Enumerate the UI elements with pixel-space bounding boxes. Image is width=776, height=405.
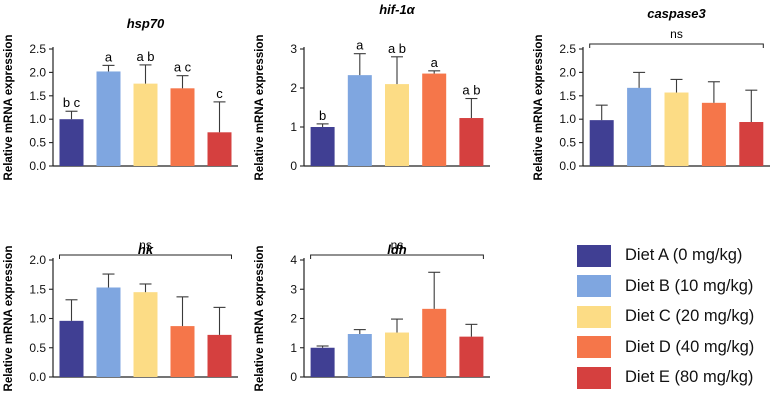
legend-swatch-diet-d: [577, 336, 611, 359]
panel-2-sig-label-3: a b: [388, 41, 406, 56]
panel-1-ytick-label: 0.0: [29, 159, 46, 173]
panel-1-bar-1: [59, 119, 84, 166]
panel-5-title: ldh: [387, 242, 407, 257]
panel-2-sig-label-5: a b: [462, 83, 480, 98]
panel-4-bar-1: [59, 320, 84, 377]
legend-label-diet-b: Diet B (10 mg/kg): [625, 276, 754, 295]
panel-2-bar-1: [310, 127, 335, 166]
panel-4-bar-3: [133, 292, 158, 377]
panel-4-ytick-label: 2.0: [29, 253, 46, 267]
panel-1-bar-3: [133, 83, 158, 166]
panel-3-title: caspase3: [647, 6, 706, 21]
panel-3-bar-1: [589, 120, 614, 166]
panel-1-bar-2: [96, 71, 121, 166]
panel-4-ytick-label: 0.5: [29, 341, 46, 355]
panel-2-bar-5: [459, 118, 484, 166]
legend-label-diet-a: Diet A (0 mg/kg): [625, 246, 743, 265]
panel-4-bar-2: [96, 287, 121, 377]
panel-2-sig-label-4: a: [431, 55, 439, 70]
panel-2-ytick-label: 0: [290, 159, 297, 173]
panel-5-ytick-label: 4: [290, 253, 297, 267]
panel-5-ytick-label: 1: [290, 341, 297, 355]
panel-3-sig-ns: ns: [670, 27, 683, 41]
legend-item-diet-e: Diet E (80 mg/kg): [577, 366, 776, 390]
panel-5-ytick-label: 0: [290, 370, 297, 384]
panel-1-ytick-label: 2.5: [29, 42, 46, 56]
panel-4-title: hk: [138, 242, 154, 257]
panel-3-ytick-label: 2.5: [559, 42, 576, 56]
panel-5-ylabel: Relative mRNA expression: [254, 246, 266, 392]
panel-3-sig-bracket: [589, 43, 764, 48]
legend-swatch-diet-e: [577, 366, 611, 389]
legend-label-diet-e: Diet E (80 mg/kg): [625, 368, 754, 387]
panel-4-bar-4: [170, 326, 195, 377]
panel-2-ytick-label: 3: [290, 42, 297, 56]
panel-3-ylabel: Relative mRNA expression: [533, 35, 545, 181]
panel-2-bar-4: [422, 73, 447, 166]
panel-5-ytick-label: 2: [290, 312, 297, 326]
panel-2-ytick-label: 2: [290, 81, 297, 95]
panel-3-ytick-label: 2.0: [559, 65, 576, 79]
panel-3-ytick-label: 0.0: [559, 159, 576, 173]
panel-1-title: hsp70: [127, 16, 165, 31]
panel-4-sig-bracket: [59, 254, 232, 259]
panel-3-bar-4: [701, 102, 726, 166]
panel-5-sig-bracket: [310, 254, 484, 259]
panel-2-ytick-label: 1: [290, 120, 297, 134]
panel-1-ytick-label: 2.0: [29, 65, 46, 79]
panel-1-bar-5: [207, 132, 232, 166]
legend-label-diet-c: Diet C (20 mg/kg): [625, 307, 755, 326]
panel-1-sig-label-2: a: [105, 49, 113, 64]
panel-3-ytick-label: 1.0: [559, 112, 576, 126]
legend: Diet A (0 mg/kg) Diet B (10 mg/kg) Diet …: [577, 244, 776, 397]
panel-2-ylabel: Relative mRNA expression: [254, 35, 266, 181]
panel-1-ytick-label: 0.5: [29, 136, 46, 150]
panel-2-sig-label-1: b: [319, 108, 326, 123]
panel-1-sig-label-1: b c: [63, 95, 81, 110]
legend-item-diet-d: Diet D (40 mg/kg): [577, 336, 776, 360]
legend-item-diet-c: Diet C (20 mg/kg): [577, 305, 776, 329]
panel-3-bar-5: [739, 122, 764, 166]
panel-5-bar-2: [347, 334, 372, 377]
panel-3-bar-2: [627, 87, 652, 166]
panel-3-ytick-label: 0.5: [559, 136, 576, 150]
panel-5-bar-3: [385, 332, 409, 377]
panel-4-sig-ns: ns: [139, 238, 152, 252]
panel-2-sig-label-2: a: [356, 38, 364, 53]
legend-swatch-diet-a: [577, 244, 611, 267]
panel-5-bar-4: [422, 308, 447, 377]
panel-1-sig-label-4: a c: [174, 60, 192, 75]
panel-3-ytick-label: 1.5: [559, 89, 576, 103]
panel-4-ylabel: Relative mRNA expression: [3, 246, 15, 392]
panel-1-sig-label-3: a b: [136, 49, 154, 64]
panel-2-bar-2: [347, 75, 372, 166]
legend-item-diet-a: Diet A (0 mg/kg): [577, 244, 776, 268]
panel-4-ytick-label: 1.5: [29, 282, 46, 296]
panel-5-bar-5: [459, 336, 484, 377]
legend-item-diet-b: Diet B (10 mg/kg): [577, 275, 776, 299]
panel-2-bar-3: [385, 84, 409, 166]
legend-swatch-diet-b: [577, 275, 611, 298]
panel-5-bar-1: [310, 347, 335, 377]
panel-1-ytick-label: 1.0: [29, 112, 46, 126]
panel-5-sig-ns: ns: [391, 238, 404, 252]
panel-4-ytick-label: 0.0: [29, 370, 46, 384]
panel-5-ytick-label: 3: [290, 282, 297, 296]
panel-1-ytick-label: 1.5: [29, 89, 46, 103]
legend-swatch-diet-c: [577, 305, 611, 328]
panel-4-bar-5: [207, 334, 232, 377]
panel-1-sig-label-5: c: [216, 86, 223, 101]
panel-4-ytick-label: 1.0: [29, 312, 46, 326]
panel-1-ylabel: Relative mRNA expression: [3, 35, 15, 181]
panel-2-title: hif-1α: [379, 2, 415, 17]
legend-label-diet-d: Diet D (40 mg/kg): [625, 337, 755, 356]
panel-1-bar-4: [170, 88, 195, 166]
panel-3-bar-3: [664, 92, 689, 166]
